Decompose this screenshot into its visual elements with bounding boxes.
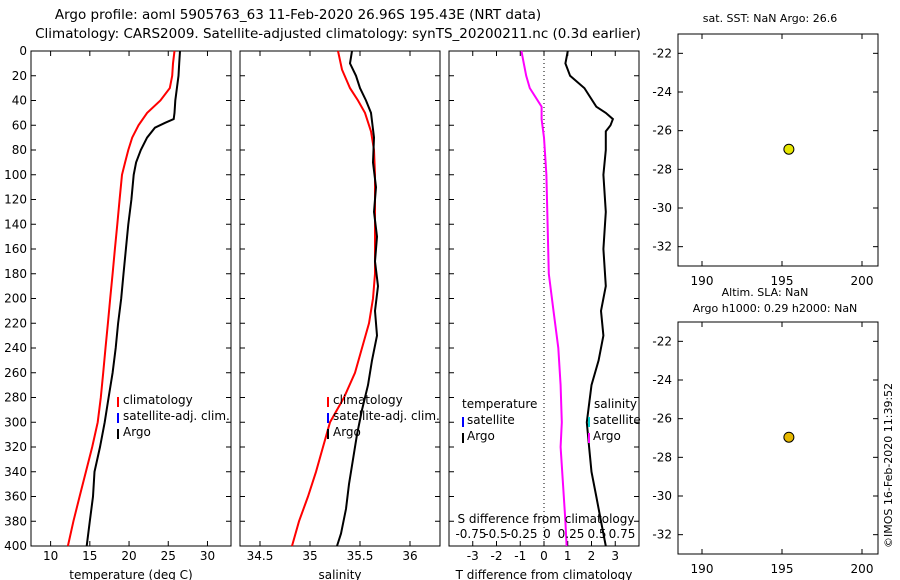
- temperature-ytick-label: 0: [19, 44, 27, 58]
- sst-panel-title: sat. SST: NaN Argo: 26.6: [703, 12, 837, 25]
- temperature-ytick-label: 20: [12, 69, 27, 83]
- temperature-ytick-label: 360: [4, 490, 27, 504]
- difference-xtick-label: 3: [611, 549, 619, 563]
- difference-xtick-label: -3: [467, 549, 479, 563]
- salinity-legend-label: satellite-adj. clim.: [333, 409, 440, 423]
- temperature-xtick-label: 15: [82, 549, 97, 563]
- salinity-legend-label: Argo: [333, 425, 361, 439]
- difference-legend-salinity-title: salinity: [594, 397, 637, 411]
- temperature-ytick-label: 380: [4, 514, 27, 528]
- sla-panel-title-1: Altim. SLA: NaN: [722, 286, 809, 299]
- sla_map-ytick-label: -22: [652, 334, 672, 348]
- temperature-ytick-label: 120: [4, 193, 27, 207]
- sla_map-frame: [677, 321, 879, 555]
- difference-legend-salinity-label: satellite: [593, 413, 641, 427]
- difference-s-tick-label: -0.75: [455, 527, 486, 541]
- temperature-ytick-label: 100: [4, 168, 27, 182]
- temperature-legend-label: Argo: [123, 425, 151, 439]
- temperature-ytick-label: 240: [4, 341, 27, 355]
- temperature-ytick-label: 160: [4, 242, 27, 256]
- difference-s-tick-label: 0.25: [558, 527, 585, 541]
- difference-legend-temperature-label: Argo: [467, 429, 495, 443]
- temperature-ytick-label: 200: [4, 292, 27, 306]
- temperature-ytick-label: 80: [12, 143, 27, 157]
- sst_map-ytick-label: -30: [652, 201, 672, 215]
- temperature-legend-label: satellite-adj. clim.: [123, 409, 230, 423]
- difference-series-t-argo-clim: [564, 50, 615, 547]
- temperature-xtick-label: 10: [43, 549, 58, 563]
- difference-s-tick-label: 0.5: [587, 527, 606, 541]
- sst_map-xtick-label: 195: [771, 274, 794, 288]
- temperature-xlabel: temperature (deg C): [69, 568, 192, 580]
- salinity-xlabel: salinity: [318, 568, 361, 580]
- sla_map-ytick-label: -24: [652, 373, 672, 387]
- imos-credit: ©IMOS 16-Feb-2020 11:39:52: [882, 383, 895, 548]
- sst_map-ytick-label: -28: [652, 162, 672, 176]
- temperature-xtick-label: 25: [161, 549, 176, 563]
- sla_map-ytick-label: -30: [652, 489, 672, 503]
- salinity-xtick-label: 35.5: [347, 549, 374, 563]
- figure-title-line1: Argo profile: aoml 5905763_63 11-Feb-202…: [55, 7, 541, 23]
- temperature-ytick-label: 60: [12, 118, 27, 132]
- salinity-series-argo: [336, 50, 380, 547]
- temperature-xtick-label: 20: [121, 549, 136, 563]
- temperature-ytick-label: 180: [4, 267, 27, 281]
- sla_map-xtick-label: 190: [691, 562, 714, 576]
- sla_map-xtick-label: 195: [771, 562, 794, 576]
- temperature-ytick-label: 400: [4, 539, 27, 553]
- temperature-ytick-label: 280: [4, 391, 27, 405]
- temperature-ytick-label: 40: [12, 94, 27, 108]
- temperature-series-climatology: [66, 50, 176, 547]
- salinity-plot-frame: [239, 50, 441, 547]
- sla_map-ytick-label: -26: [652, 412, 672, 426]
- difference-s-tick-label: -0.25: [506, 527, 537, 541]
- difference-xtick-label: 0: [540, 549, 548, 563]
- difference-legend-temperature-title: temperature: [462, 397, 537, 411]
- temperature-ytick-label: 340: [4, 465, 27, 479]
- temperature-ytick-label: 260: [4, 366, 27, 380]
- sst_map-argo-location-point: [783, 143, 795, 155]
- sst_map-xtick-label: 200: [851, 274, 874, 288]
- difference-s-tick-label: -0.5: [484, 527, 507, 541]
- temperature-plot-frame: [30, 50, 232, 547]
- difference-series-s-argo-clim: [520, 50, 568, 547]
- difference-s-tick-label: 0: [543, 527, 551, 541]
- temperature-ytick-label: 220: [4, 316, 27, 330]
- salinity-xtick-label: 36: [402, 549, 417, 563]
- sst_map-xtick-label: 190: [691, 274, 714, 288]
- sst_map-ytick-label: -32: [652, 240, 672, 254]
- salinity-series-climatology: [291, 50, 376, 547]
- temperature-ytick-label: 300: [4, 415, 27, 429]
- salinity-xtick-label: 35: [302, 549, 317, 563]
- sla_map-xtick-label: 200: [851, 562, 874, 576]
- temperature-ytick-label: 320: [4, 440, 27, 454]
- difference-s-axis-label: S difference from climatology: [458, 512, 635, 526]
- difference-xtick-label: 1: [564, 549, 572, 563]
- sla-panel-title-2: Argo h1000: 0.29 h2000: NaN: [693, 302, 858, 315]
- sla_map-argo-location-point: [783, 431, 795, 443]
- difference-legend-salinity-label: Argo: [593, 429, 621, 443]
- difference-legend-temperature-label: satellite: [467, 413, 515, 427]
- sla_map-ytick-label: -32: [652, 528, 672, 542]
- sla_map-ytick-label: -28: [652, 450, 672, 464]
- sst_map-ytick-label: -22: [652, 46, 672, 60]
- sst_map-frame: [677, 33, 879, 267]
- salinity-legend-label: climatology: [333, 393, 403, 407]
- temperature-xtick-label: 30: [200, 549, 215, 563]
- difference-s-tick-label: 0.75: [609, 527, 636, 541]
- temperature-ytick-label: 140: [4, 217, 27, 231]
- sst_map-ytick-label: -24: [652, 85, 672, 99]
- difference-xlabel: T difference from climatology: [455, 568, 633, 580]
- salinity-xtick-label: 34.5: [247, 549, 274, 563]
- difference-xtick-label: -2: [491, 549, 503, 563]
- temperature-series-argo: [85, 50, 181, 547]
- difference-xtick-label: 2: [588, 549, 596, 563]
- sst_map-ytick-label: -26: [652, 124, 672, 138]
- temperature-legend-label: climatology: [123, 393, 193, 407]
- figure-title-line2: Climatology: CARS2009. Satellite-adjuste…: [35, 26, 641, 42]
- difference-xtick-label: -1: [514, 549, 526, 563]
